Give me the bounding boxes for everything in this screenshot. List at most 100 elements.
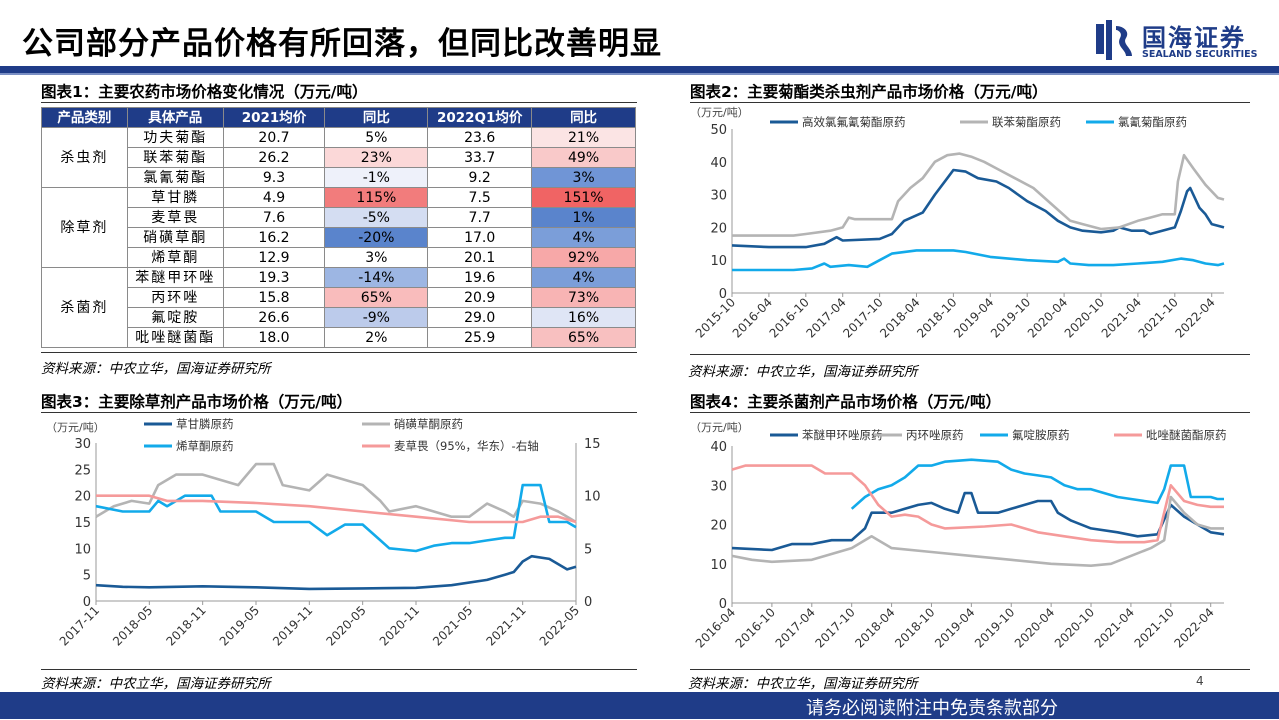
y-tick-label: 5 — [83, 569, 91, 584]
y-tick-label: 40 — [710, 156, 727, 171]
table-category-cell: 除草剂 — [41, 187, 128, 268]
table-row: 氟啶胺 26.6 -9% 29.0 16% — [42, 307, 636, 328]
x-tick-label: 2017-10 — [840, 295, 885, 340]
x-tick-label: 2016-04 — [693, 605, 738, 650]
table-cell-product: 联苯菊酯 — [126, 147, 224, 168]
y-tick-label: 20 — [710, 519, 727, 534]
table-category-cell: 杀虫剂 — [41, 127, 128, 188]
x-tick-label: 2016-10 — [767, 295, 812, 340]
table-row: 杀虫剂 功夫菊酯 20.7 5% 23.6 21% — [41, 127, 636, 188]
x-tick-label: 2018-04 — [852, 605, 897, 650]
table-cell-avg2021: 19.3 — [222, 267, 326, 288]
chart4-source-rule — [690, 669, 1250, 670]
logo-text-cn: 国海证券 — [1142, 24, 1246, 52]
chart4-title-rule — [690, 412, 1250, 413]
table-cell-product: 氟啶胺 — [126, 307, 224, 328]
y-tick-label: 0 — [83, 595, 91, 610]
x-tick-label: 2021-04 — [1092, 605, 1137, 650]
y-tick-label: 0 — [719, 287, 727, 302]
chart2-title: 图表2：主要菊酯类杀虫剂产品市场价格（万元/吨） — [690, 83, 1048, 101]
table-row: 杀菌剂 苯醚甲环唑 19.3 -14% 19.6 4% — [41, 267, 636, 348]
x-tick-label: 2020-04 — [1025, 295, 1070, 340]
x-tick-label: 2022-04 — [1172, 295, 1217, 340]
table-cell-avg2021: 12.9 — [222, 247, 326, 268]
table-cell-yoy2021: 5% — [324, 127, 429, 148]
x-tick-label: 2015-10 — [693, 295, 738, 340]
table-cell-yoy2021: 3% — [324, 247, 429, 268]
legend-label: 硝磺草酮原药 — [394, 417, 463, 431]
chart-unit-label: （万元/吨） — [690, 421, 749, 434]
x-tick-label: 2019-11 — [270, 603, 315, 648]
table-header-cell: 具体产品 — [126, 107, 224, 128]
x-tick-label: 2020-11 — [377, 603, 422, 648]
chart2-title-rule — [690, 102, 1250, 103]
table-cell-yoy2021: -1% — [324, 167, 429, 188]
table-cell-avg2022: 17.0 — [427, 227, 533, 248]
x-tick-label: 2018-11 — [163, 603, 208, 648]
table-cell-product: 麦草畏 — [126, 207, 224, 228]
legend-label: 吡唑醚菌酯原药 — [1146, 428, 1227, 442]
x-tick-label: 2020-10 — [1052, 605, 1097, 650]
x-tick-label: 2019-04 — [951, 295, 996, 340]
table-cell-product: 功夫菊酯 — [126, 127, 224, 148]
table-cell-avg2021: 16.2 — [222, 227, 326, 248]
x-tick-label: 2022-05 — [537, 603, 582, 648]
table-cell-avg2022: 23.6 — [427, 127, 533, 148]
y-tick-label: 20 — [74, 490, 91, 505]
series-line — [731, 464, 1224, 544]
legend-label: 丙环唑原药 — [906, 428, 964, 442]
company-logo: 国海证券 SEALAND SECURITIES — [1090, 16, 1270, 66]
y2-tick-label: 10 — [584, 490, 601, 505]
table-cell-avg2021: 9.3 — [222, 167, 326, 188]
header-bar — [0, 66, 1279, 73]
series-line — [95, 554, 577, 591]
series-line — [731, 495, 1224, 567]
disclaimer-text: 请务必阅读附注中免责条款部分 — [806, 698, 1058, 719]
x-tick-label: 2020-04 — [1012, 605, 1057, 650]
table-cell-yoy2022: 151% — [531, 187, 636, 208]
x-tick-label: 2018-04 — [877, 295, 922, 340]
chart4-source: 资料来源：中农立华，国海证券研究所 — [688, 676, 918, 692]
table-cell-product: 丙环唑 — [126, 287, 224, 308]
chart3-title: 图表3：主要除草剂产品市场价格（万元/吨） — [41, 393, 352, 411]
table-cell-avg2021: 7.6 — [222, 207, 326, 228]
table-cell-product: 氯氰菊酯 — [126, 167, 224, 188]
table1-title: 图表1：主要农药市场价格变化情况（万元/吨） — [41, 83, 368, 101]
y2-tick-label: 0 — [584, 595, 592, 610]
page-number: 4 — [1196, 674, 1204, 688]
series-line — [95, 462, 577, 524]
table-row: 硝磺草酮 16.2 -20% 17.0 4% — [42, 227, 636, 248]
table-cell-avg2022: 9.2 — [427, 167, 533, 188]
table-header-row: 产品类别 具体产品 2021均价 同比 2022Q1均价 同比 — [41, 107, 636, 128]
table-cell-avg2022: 20.9 — [427, 287, 533, 308]
table-cell-avg2021: 26.6 — [222, 307, 326, 328]
y-tick-label: 15 — [74, 516, 91, 531]
x-tick-label: 2021-11 — [483, 603, 528, 648]
y-tick-label: 0 — [719, 597, 727, 612]
x-tick-label: 2017-04 — [803, 295, 848, 340]
chart3-source-rule — [41, 669, 637, 670]
table-cell-yoy2022: 3% — [531, 167, 636, 188]
table-cell-avg2022: 33.7 — [427, 147, 533, 168]
table-cell-avg2022: 25.9 — [427, 327, 533, 348]
table1-title-rule — [41, 102, 637, 103]
x-tick-label: 2021-05 — [430, 603, 475, 648]
chart3-title-rule — [41, 412, 637, 413]
chart2-source: 资料来源：中农立华，国海证券研究所 — [688, 364, 918, 380]
footer-bar — [0, 692, 1279, 719]
y-tick-label: 30 — [74, 437, 91, 452]
legend-label: 联苯菊酯原药 — [992, 115, 1061, 129]
table-cell-avg2021: 18.0 — [222, 327, 326, 348]
y-tick-label: 10 — [710, 254, 727, 269]
chart3-source: 资料来源：中农立华，国海证券研究所 — [41, 676, 271, 692]
x-tick-label: 2017-11 — [57, 603, 102, 648]
table-cell-yoy2021: 65% — [324, 287, 429, 308]
x-tick-label: 2021-10 — [1132, 605, 1177, 650]
x-tick-label: 2020-05 — [323, 603, 368, 648]
x-tick-label: 2019-10 — [972, 605, 1017, 650]
table-cell-product: 吡唑醚菌酯 — [126, 327, 224, 348]
y-tick-label: 40 — [710, 440, 727, 455]
table-row: 烯草酮 12.9 3% 20.1 92% — [42, 247, 636, 268]
table-category-cell: 杀菌剂 — [41, 267, 128, 348]
